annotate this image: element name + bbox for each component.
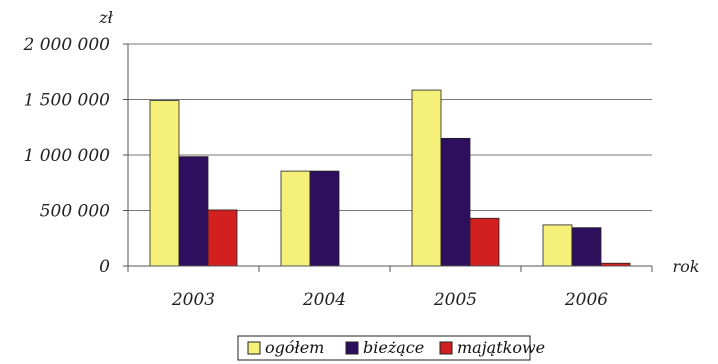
axes <box>123 43 653 272</box>
bar-ogółem-2005 <box>411 89 442 267</box>
bars <box>149 89 631 267</box>
legend-box <box>237 335 531 361</box>
x-tick-label: 2006 <box>564 290 608 310</box>
bar-ogółem-2004 <box>280 170 311 267</box>
bar-ogółem-2006 <box>542 224 573 267</box>
bar-bieżące-2006 <box>571 227 602 267</box>
legend: ogółem bieżące majątkowe <box>237 335 545 361</box>
legend-label: majątkowe <box>457 338 545 357</box>
bar-majątkowe-2003 <box>207 209 238 267</box>
bar-ogółem-2003 <box>149 100 180 267</box>
legend-label: ogółem <box>265 338 324 357</box>
y-tick-label: 2 000 000 <box>22 35 110 55</box>
x-axis-label: rok <box>673 257 700 276</box>
x-tick-label: 2005 <box>433 290 477 310</box>
legend-swatch <box>345 341 359 355</box>
y-axis-label: zł <box>98 8 113 27</box>
bar-bieżące-2003 <box>178 156 209 267</box>
grid-lines <box>128 43 652 211</box>
y-tick-labels: 0 500 000 1 000 000 1 500 000 2 000 000 <box>22 35 110 277</box>
x-tick-label: 2004 <box>302 290 346 310</box>
y-tick-label: 0 <box>99 257 110 277</box>
y-tick-label: 1 500 000 <box>23 91 110 111</box>
bar-bieżące-2005 <box>440 137 471 267</box>
y-tick-label: 1 000 000 <box>23 146 110 166</box>
legend-label: bieżące <box>363 338 424 357</box>
bar-bieżące-2004 <box>309 170 340 267</box>
y-tick-label: 500 000 <box>40 202 110 222</box>
bar-majątkowe-2005 <box>469 217 500 267</box>
legend-swatch <box>247 341 261 355</box>
x-tick-labels: 2003 2004 2005 2006 <box>171 290 608 310</box>
x-tick-label: 2003 <box>171 290 215 310</box>
legend-swatch <box>439 341 453 355</box>
